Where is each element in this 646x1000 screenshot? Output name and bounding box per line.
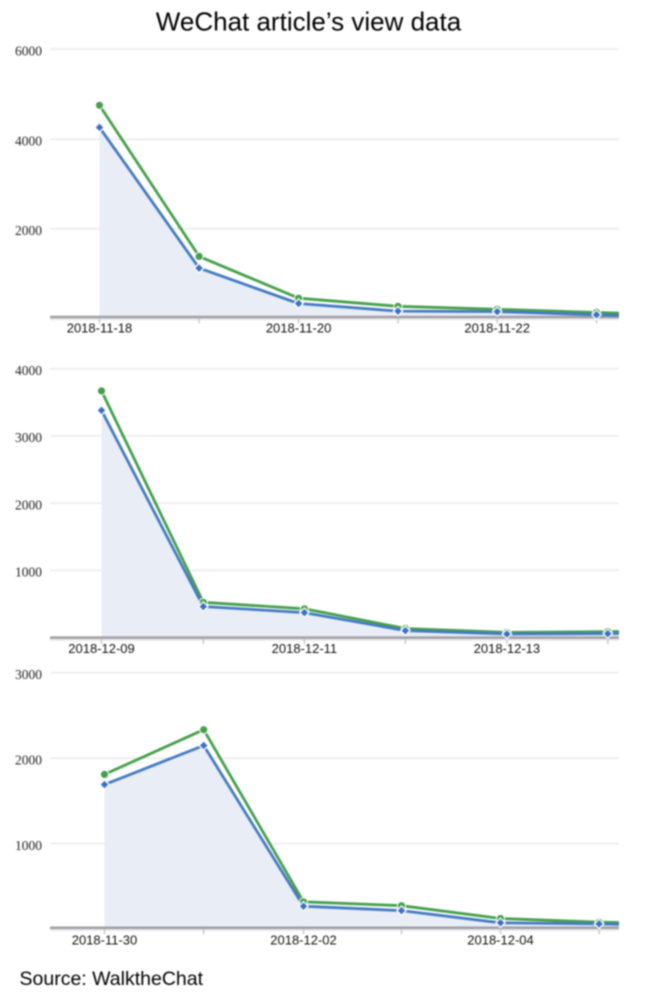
svg-text:4000: 4000 [15,363,42,378]
svg-text:3000: 3000 [15,430,42,445]
svg-text:2018-12-09: 2018-12-09 [68,641,135,656]
svg-text:2018-11-30: 2018-11-30 [72,932,138,947]
svg-text:2018-11-18: 2018-11-18 [67,320,133,335]
svg-text:6000: 6000 [15,43,42,58]
svg-text:3000: 3000 [15,667,42,682]
svg-text:2018-12-04: 2018-12-04 [467,932,534,947]
svg-text:2018-11-20: 2018-11-20 [266,320,332,335]
svg-text:2018-12-02: 2018-12-02 [270,932,337,947]
svg-text:2000: 2000 [15,753,42,768]
svg-text:1000: 1000 [15,565,42,580]
svg-text:2018-12-11: 2018-12-11 [272,641,338,656]
svg-text:WeChat article’s view data: WeChat article’s view data [156,7,462,37]
svg-text:2018-11-22: 2018-11-22 [464,320,530,335]
svg-text:4000: 4000 [15,134,42,149]
svg-text:Source: WalktheChat: Source: WalktheChat [20,968,204,990]
svg-text:2018-12-13: 2018-12-13 [474,641,541,656]
svg-text:2000: 2000 [15,223,42,238]
svg-text:2000: 2000 [15,497,42,512]
svg-text:1000: 1000 [15,838,42,853]
